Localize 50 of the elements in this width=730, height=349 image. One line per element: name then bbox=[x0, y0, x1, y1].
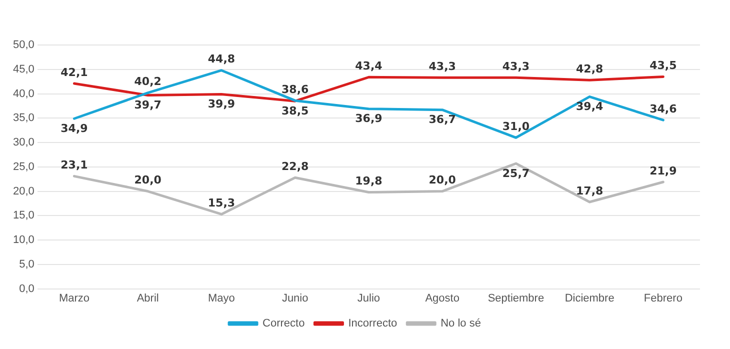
data-label: 15,3 bbox=[208, 196, 236, 210]
data-label: 23,1 bbox=[60, 158, 88, 172]
data-label: 43,4 bbox=[355, 60, 383, 73]
data-label: 38,6 bbox=[282, 82, 309, 96]
data-label: 39,4 bbox=[576, 100, 604, 114]
data-label: 36,9 bbox=[355, 112, 382, 126]
data-label: 22,8 bbox=[282, 160, 309, 173]
data-label: 43,3 bbox=[428, 60, 456, 74]
data-label: 39,7 bbox=[134, 98, 162, 112]
data-label: 20,0 bbox=[428, 174, 456, 187]
legend-label: Correcto bbox=[262, 318, 305, 330]
x-tick-label: Diciembre bbox=[564, 292, 614, 304]
data-label: 34,6 bbox=[650, 102, 678, 116]
y-tick-label: 45,0 bbox=[12, 63, 34, 76]
data-label: 34,9 bbox=[60, 122, 88, 135]
x-tick-label: Marzo bbox=[58, 292, 90, 304]
data-label: 43,3 bbox=[502, 60, 530, 74]
y-tick-label: 35,0 bbox=[12, 112, 34, 124]
y-tick-label: 10,0 bbox=[12, 234, 34, 246]
y-tick-label: 30,0 bbox=[12, 136, 34, 149]
x-tick-label: Febrero bbox=[644, 292, 682, 304]
data-label: 42,1 bbox=[60, 66, 88, 79]
x-tick-label: Mayo bbox=[208, 292, 235, 304]
y-tick-label: 25,0 bbox=[12, 160, 34, 173]
y-tick-label: 5,0 bbox=[19, 258, 34, 270]
data-label: 40,2 bbox=[134, 75, 162, 88]
data-label: 25,7 bbox=[502, 166, 530, 180]
y-tick-label: 15,0 bbox=[12, 210, 34, 222]
data-label: 39,9 bbox=[208, 98, 236, 111]
x-tick-label: Abril bbox=[136, 292, 159, 304]
y-tick-label: 50,0 bbox=[12, 39, 34, 52]
data-label: 36,7 bbox=[428, 113, 456, 126]
x-tick-label: Septiembre bbox=[488, 292, 544, 304]
data-label: 31,0 bbox=[502, 120, 530, 134]
x-tick-label: Junio bbox=[282, 292, 308, 304]
y-tick-label: 0,0 bbox=[19, 282, 34, 295]
data-label: 42,8 bbox=[576, 62, 604, 76]
data-label: 44,8 bbox=[208, 52, 236, 66]
legend-label: Incorrecto bbox=[348, 318, 398, 330]
data-label: 17,8 bbox=[576, 184, 604, 198]
y-tick-label: 40,0 bbox=[12, 88, 34, 100]
data-label: 21,9 bbox=[650, 164, 677, 178]
legend-label: No lo sé bbox=[440, 318, 481, 330]
data-label: 19,8 bbox=[355, 174, 382, 188]
data-label: 43,5 bbox=[650, 59, 677, 72]
data-label: 20,0 bbox=[134, 174, 162, 187]
x-tick-label: Agosto bbox=[425, 292, 460, 304]
data-label: 38,5 bbox=[282, 104, 309, 118]
x-tick-label: Julio bbox=[357, 292, 380, 304]
y-tick-label: 20,0 bbox=[12, 185, 34, 198]
